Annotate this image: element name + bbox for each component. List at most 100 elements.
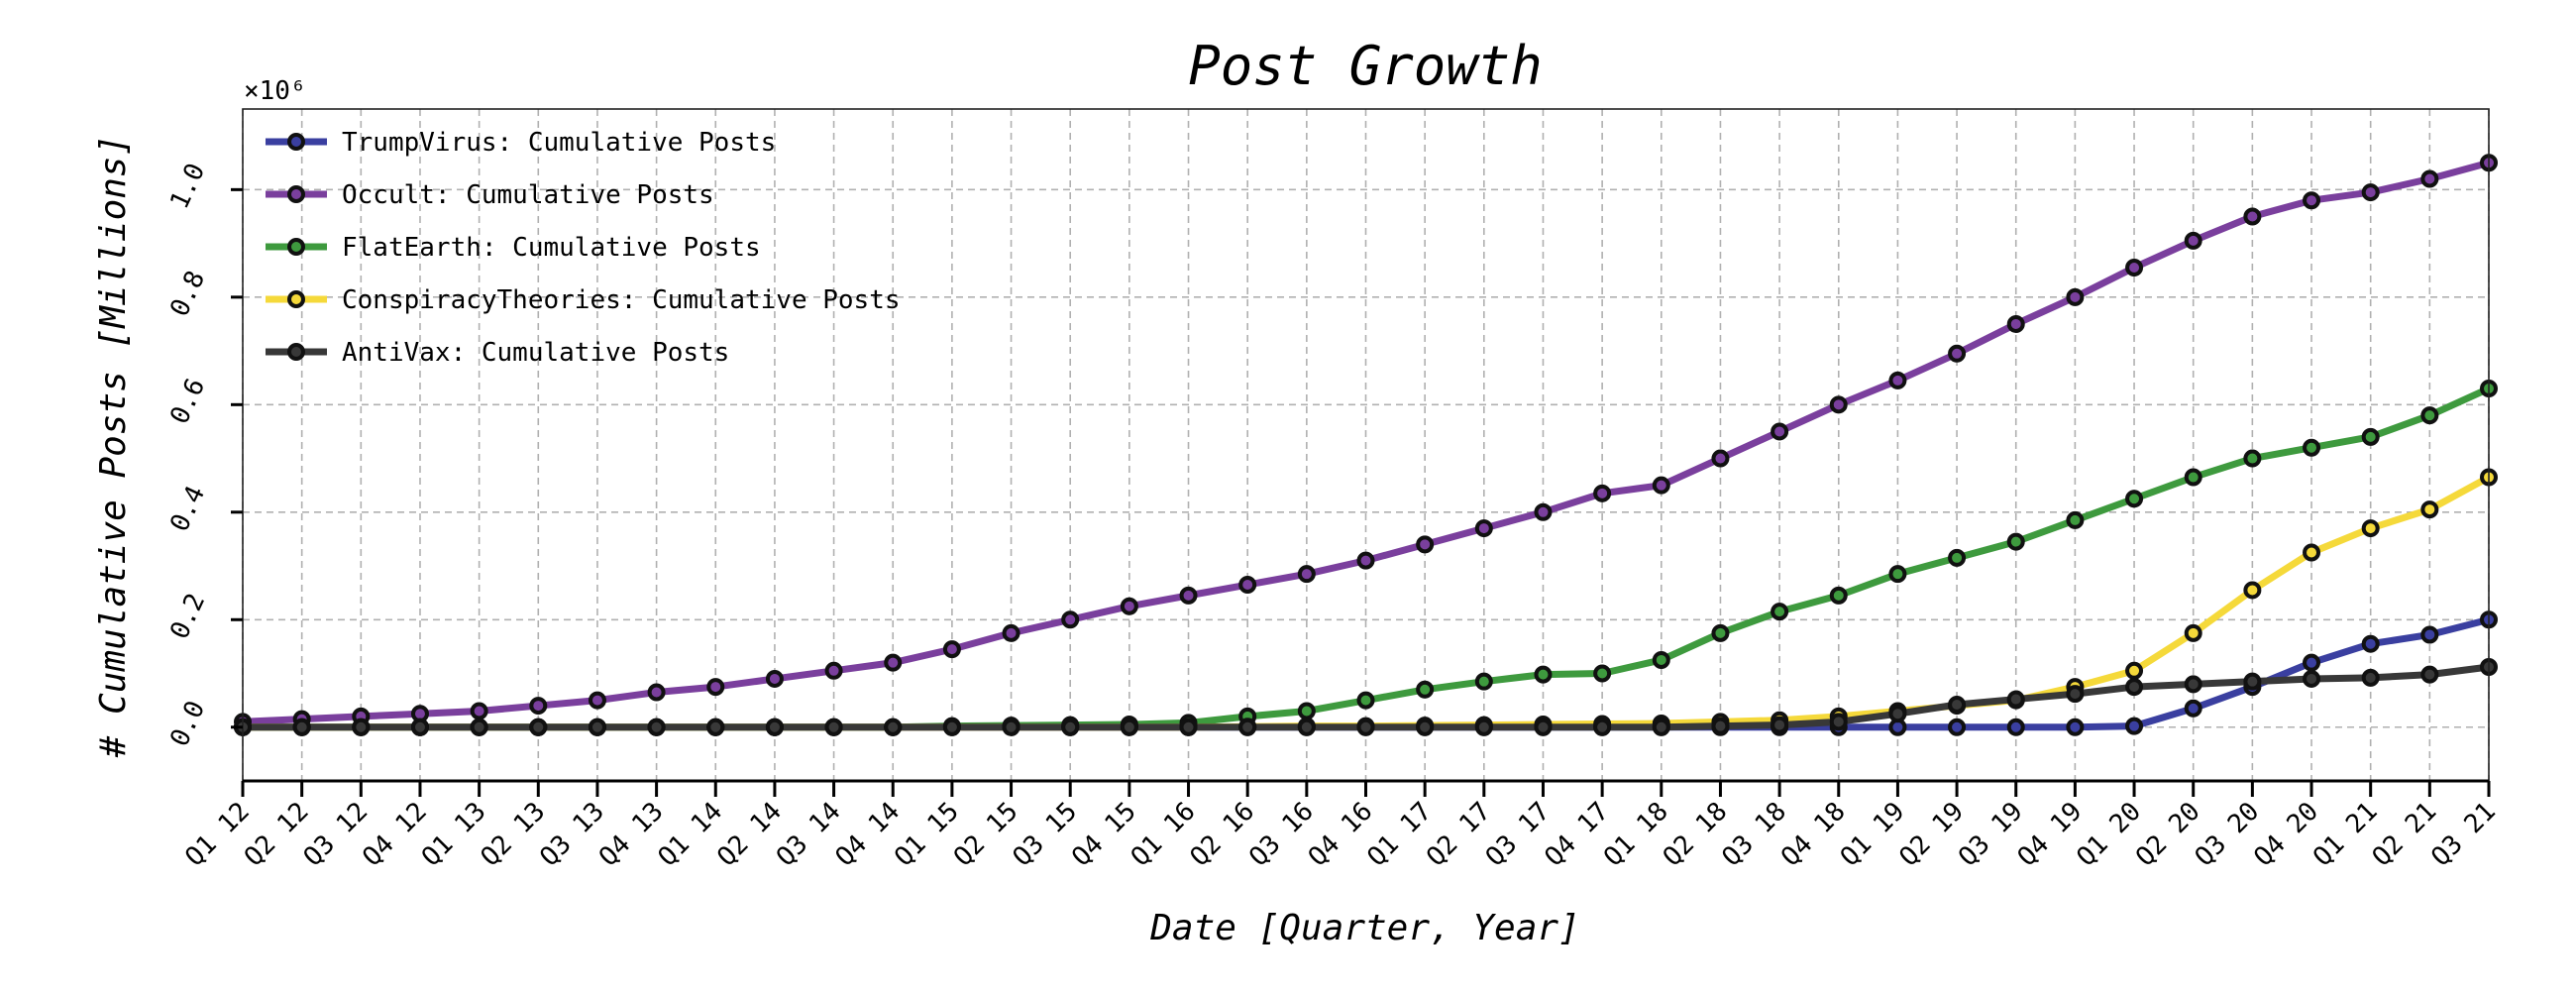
legend-label: AntiVax: Cumulative Posts xyxy=(342,338,729,368)
legend-label: ConspiracyTheories: Cumulative Posts xyxy=(342,285,901,315)
data-point xyxy=(1711,623,1730,642)
data-point xyxy=(1002,718,1020,736)
x-tick-label: Q4 17 xyxy=(1540,797,1616,873)
data-point xyxy=(1238,576,1257,595)
x-tick-label: Q2 18 xyxy=(1658,797,1734,873)
x-tick-label: Q1 19 xyxy=(1835,797,1911,873)
x-tick-label: Q2 21 xyxy=(2367,797,2443,873)
data-point xyxy=(588,691,606,710)
data-point xyxy=(1534,718,1553,736)
data-point xyxy=(1474,718,1493,736)
data-point xyxy=(942,718,961,736)
legend-label: TrumpVirus: Cumulative Posts xyxy=(342,128,776,158)
data-point xyxy=(1534,665,1553,684)
x-tick-label: Q3 12 xyxy=(298,797,375,873)
x-tick-label: Q4 16 xyxy=(1303,797,1379,873)
data-point xyxy=(1534,502,1553,521)
data-point xyxy=(1297,565,1316,584)
data-point xyxy=(2243,581,2262,600)
x-tick-label: Q1 12 xyxy=(179,797,256,873)
data-point xyxy=(2066,685,2085,704)
data-point xyxy=(2243,672,2262,691)
data-point xyxy=(2361,634,2380,653)
data-point xyxy=(1238,718,1257,736)
legend-label: Occult: Cumulative Posts xyxy=(342,180,714,210)
data-point xyxy=(2361,183,2380,202)
data-point xyxy=(2006,718,2025,736)
x-tick-label: Q1 15 xyxy=(889,797,965,873)
x-tick-label: Q2 13 xyxy=(476,797,552,873)
data-point xyxy=(1120,718,1138,736)
x-tick-label: Q4 12 xyxy=(357,797,433,873)
data-point xyxy=(2184,675,2202,694)
data-point xyxy=(1711,449,1730,468)
data-point xyxy=(2184,623,2202,642)
data-point xyxy=(1829,713,1848,731)
data-point xyxy=(765,669,784,688)
x-tick-label: Q3 20 xyxy=(2190,797,2266,873)
data-point xyxy=(1948,718,1967,736)
data-point xyxy=(2066,287,2085,306)
x-tick-label: Q3 13 xyxy=(534,797,610,873)
data-point xyxy=(824,661,843,680)
y-axis-multiplier: ×10⁶ xyxy=(244,76,306,106)
data-point xyxy=(1179,718,1198,736)
data-point xyxy=(2303,191,2321,210)
data-point xyxy=(2420,625,2439,644)
x-tick-label: Q3 14 xyxy=(771,797,847,873)
data-point xyxy=(884,718,903,736)
data-point xyxy=(2243,207,2262,226)
x-tick-label: Q3 17 xyxy=(1480,797,1556,873)
data-point xyxy=(2303,653,2321,672)
data-point xyxy=(1356,551,1375,570)
data-point xyxy=(410,718,429,736)
x-tick-label: Q3 21 xyxy=(2425,797,2502,873)
y-tick-label: 1.0 xyxy=(164,159,211,213)
x-tick-label: Q1 13 xyxy=(416,797,492,873)
x-axis-label: Date [Quarter, Year] xyxy=(1149,908,1579,948)
data-point xyxy=(706,678,725,697)
legend-swatch-marker xyxy=(287,343,305,361)
data-point xyxy=(2361,427,2380,446)
x-tick-label: Q2 19 xyxy=(1893,797,1970,873)
x-tick-label: Q3 15 xyxy=(1008,797,1084,873)
data-point xyxy=(2184,468,2202,487)
x-tick-label: Q4 15 xyxy=(1066,797,1142,873)
data-point xyxy=(1711,717,1730,735)
data-point xyxy=(1297,702,1316,720)
data-point xyxy=(1829,395,1848,414)
x-tick-label: Q2 20 xyxy=(2130,797,2206,873)
data-point xyxy=(1888,565,1907,584)
data-point xyxy=(2361,668,2380,687)
data-point xyxy=(1179,586,1198,605)
data-point xyxy=(2125,259,2144,277)
x-tick-label: Q4 18 xyxy=(1775,797,1852,873)
data-point xyxy=(1416,535,1435,554)
data-point xyxy=(2303,438,2321,457)
data-point xyxy=(2066,510,2085,529)
data-point xyxy=(1474,519,1493,538)
data-point xyxy=(2066,718,2085,736)
legend-label: FlatEarth: Cumulative Posts xyxy=(342,233,761,263)
x-tick-label: Q2 12 xyxy=(239,797,315,873)
x-tick-label: Q1 18 xyxy=(1598,797,1674,873)
chart-title: Post Growth xyxy=(1188,35,1543,97)
y-tick-label: 0.8 xyxy=(164,267,211,321)
data-point xyxy=(2303,669,2321,688)
data-point xyxy=(470,718,488,736)
data-point xyxy=(1593,718,1612,736)
data-point xyxy=(942,640,961,659)
data-point xyxy=(1829,586,1848,605)
data-point xyxy=(2420,406,2439,425)
data-point xyxy=(2125,490,2144,508)
data-point xyxy=(1474,672,1493,691)
legend-swatch-marker xyxy=(287,185,305,203)
x-tick-label: Q1 21 xyxy=(2308,797,2384,873)
x-tick-label: Q4 13 xyxy=(593,797,670,873)
data-point xyxy=(1593,664,1612,683)
data-point xyxy=(2243,449,2262,468)
x-tick-label: Q3 16 xyxy=(1243,797,1320,873)
x-tick-label: Q2 14 xyxy=(711,797,788,873)
series-layer xyxy=(234,154,2498,736)
